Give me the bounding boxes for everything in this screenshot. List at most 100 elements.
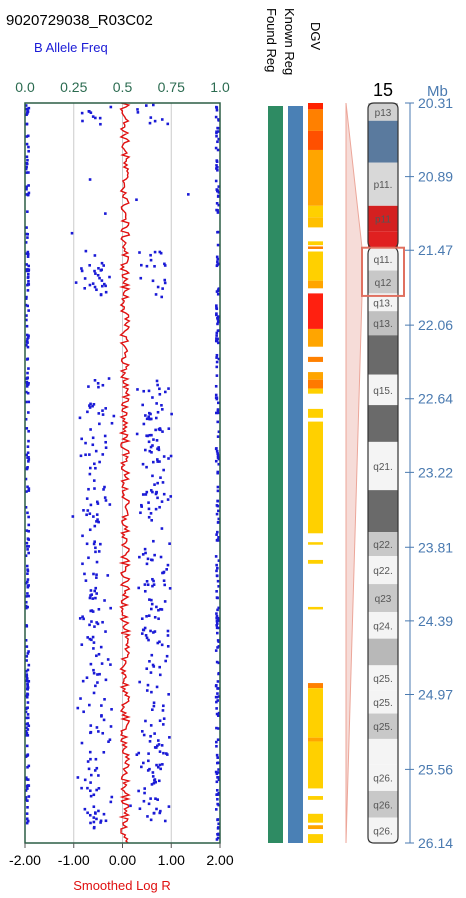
baf-point bbox=[24, 639, 28, 642]
baf-point bbox=[95, 726, 99, 729]
baf-point bbox=[101, 383, 105, 387]
baf-point bbox=[160, 608, 164, 611]
chromosome-label: 15 bbox=[373, 80, 393, 100]
ideogram-band bbox=[368, 374, 398, 406]
baf-point bbox=[89, 111, 93, 114]
mb-tick-label: 23.22 bbox=[418, 464, 453, 480]
top-tick-label: 0.0 bbox=[15, 79, 35, 95]
baf-point bbox=[215, 726, 218, 730]
baf-point bbox=[215, 623, 218, 627]
baf-point bbox=[215, 313, 218, 317]
baf-point bbox=[26, 701, 30, 704]
baf-point bbox=[25, 490, 28, 493]
baf-point bbox=[94, 596, 97, 600]
baf-point bbox=[217, 401, 220, 405]
baf-point bbox=[157, 608, 160, 612]
baf-point bbox=[25, 645, 29, 648]
baf-point bbox=[100, 714, 103, 717]
baf-point bbox=[147, 759, 150, 763]
baf-point bbox=[100, 284, 104, 288]
baf-point bbox=[216, 692, 219, 695]
baf-point bbox=[215, 360, 219, 364]
baf-point bbox=[96, 681, 99, 684]
baf-point bbox=[216, 322, 219, 326]
baf-point bbox=[143, 626, 147, 630]
baf-point bbox=[154, 492, 158, 496]
baf-point bbox=[26, 683, 30, 687]
baf-point bbox=[216, 409, 220, 413]
baf-point bbox=[217, 319, 220, 323]
baf-point bbox=[27, 650, 30, 653]
baf-point bbox=[145, 490, 149, 494]
baf-point bbox=[216, 452, 219, 455]
mb-tick-label: 23.81 bbox=[418, 539, 453, 555]
baf-point bbox=[92, 542, 96, 546]
top-tick-label: 0.5 bbox=[113, 79, 133, 95]
baf-point bbox=[156, 285, 160, 289]
baf-point bbox=[26, 722, 30, 725]
baf-point bbox=[143, 583, 147, 586]
baf-point bbox=[152, 811, 156, 815]
baf-point bbox=[151, 396, 154, 399]
baf-point bbox=[90, 620, 93, 623]
baf-point bbox=[88, 264, 91, 267]
baf-point bbox=[26, 806, 29, 809]
ideogram-band-label: q15. bbox=[373, 386, 392, 397]
baf-point bbox=[88, 528, 92, 532]
baf-point bbox=[150, 690, 153, 694]
baf-point bbox=[217, 645, 221, 648]
baf-point bbox=[140, 263, 143, 267]
baf-point bbox=[88, 623, 91, 627]
baf-point bbox=[217, 791, 221, 795]
baf-point bbox=[216, 168, 219, 172]
baf-point bbox=[24, 417, 28, 421]
baf-point bbox=[86, 811, 89, 815]
baf-point bbox=[26, 466, 29, 469]
baf-point bbox=[153, 630, 157, 633]
baf-point bbox=[216, 485, 220, 489]
baf-point bbox=[216, 646, 219, 649]
baf-point bbox=[142, 799, 146, 803]
baf-point bbox=[88, 466, 92, 470]
baf-point bbox=[92, 825, 96, 829]
baf-point bbox=[157, 446, 160, 449]
baf-point bbox=[96, 382, 100, 385]
dgv-segment bbox=[308, 130, 323, 150]
baf-point bbox=[215, 616, 218, 620]
baf-point bbox=[25, 606, 28, 610]
baf-point bbox=[158, 392, 162, 396]
baf-point bbox=[26, 134, 30, 138]
baf-point bbox=[25, 263, 28, 266]
baf-point bbox=[103, 698, 106, 701]
baf-point bbox=[216, 797, 219, 801]
baf-point bbox=[98, 116, 102, 120]
baf-point bbox=[145, 580, 149, 583]
baf-point bbox=[216, 408, 220, 411]
baf-point bbox=[104, 446, 108, 449]
baf-point bbox=[215, 744, 218, 748]
baf-point bbox=[150, 518, 154, 522]
ideogram-band bbox=[368, 270, 398, 294]
baf-point bbox=[216, 631, 219, 635]
baf-point bbox=[215, 772, 219, 776]
baf-point bbox=[27, 184, 30, 187]
baf-point bbox=[214, 179, 218, 183]
baf-point bbox=[150, 433, 153, 437]
baf-point bbox=[101, 620, 104, 624]
baf-point bbox=[83, 277, 87, 280]
baf-point bbox=[81, 119, 84, 123]
baf-point bbox=[217, 509, 220, 513]
baf-point bbox=[104, 819, 108, 823]
baf-point bbox=[26, 652, 30, 655]
baf-point bbox=[215, 307, 219, 311]
baf-point bbox=[79, 454, 83, 458]
baf-point bbox=[156, 496, 159, 500]
dgv-segment bbox=[308, 205, 323, 218]
baf-point bbox=[215, 449, 219, 453]
ideogram-band-label: q21. bbox=[373, 462, 392, 473]
baf-point bbox=[83, 807, 87, 811]
baf-points bbox=[24, 103, 221, 841]
dgv-segment bbox=[308, 217, 323, 228]
baf-point bbox=[162, 579, 166, 582]
ideogram-band-label: q13. bbox=[373, 298, 392, 309]
